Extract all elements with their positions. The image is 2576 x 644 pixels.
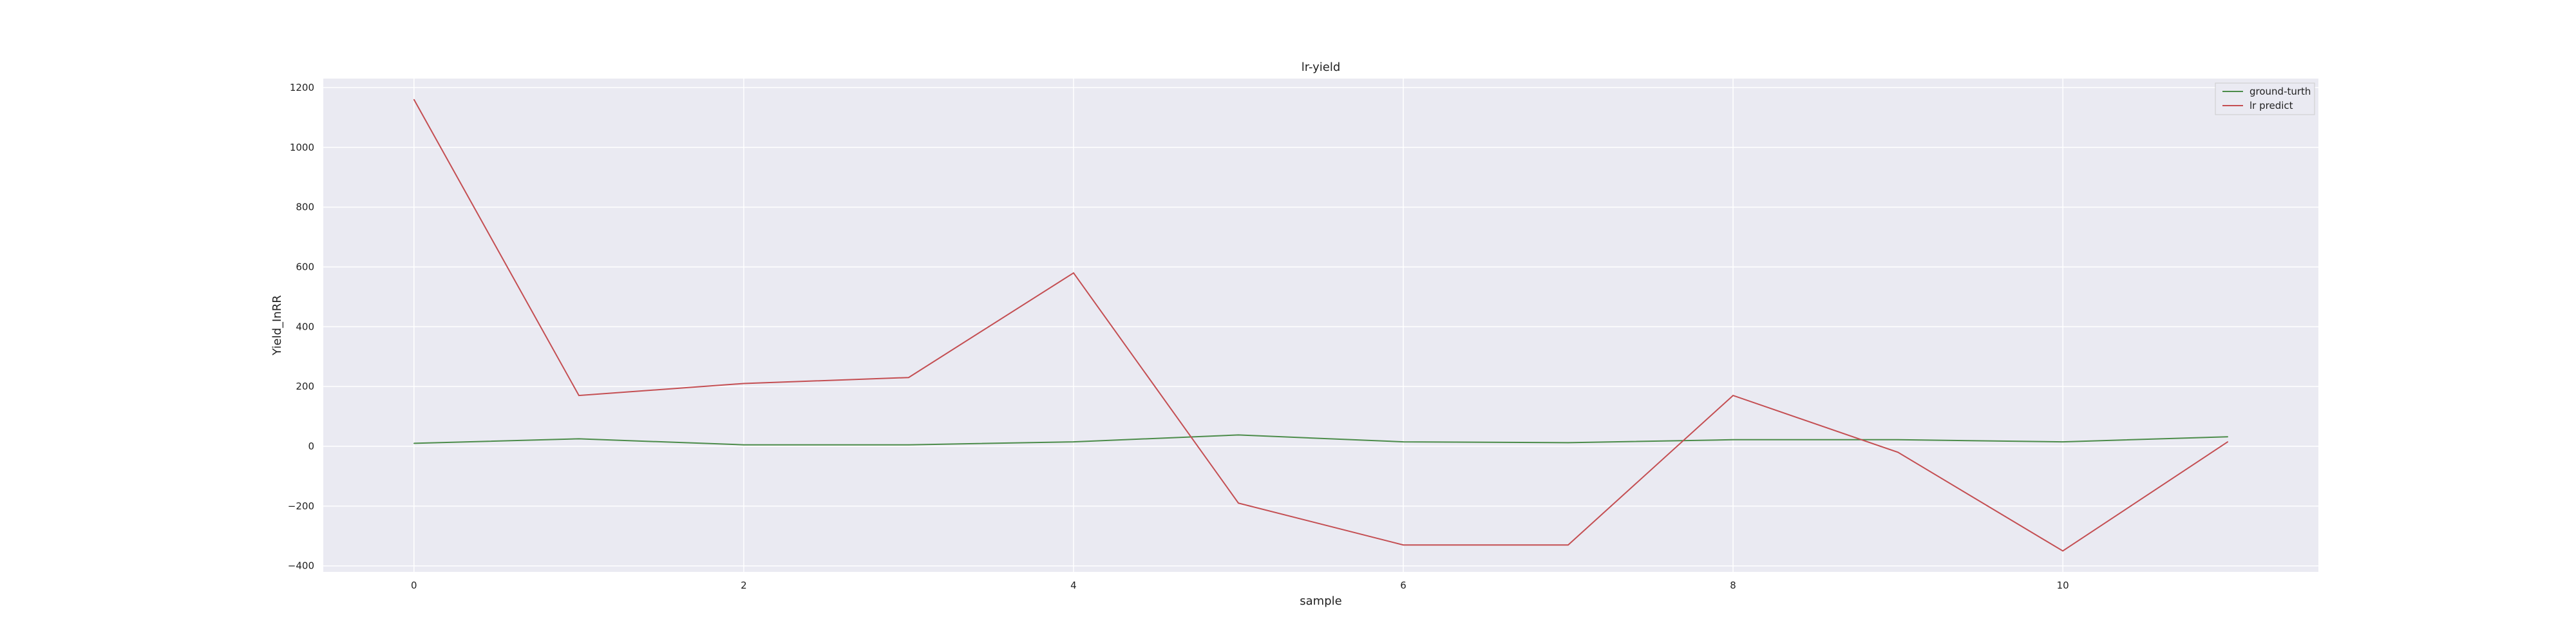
y-tick-label: −400 — [288, 560, 314, 572]
y-tick-label: 200 — [296, 381, 314, 392]
x-tick-label: 10 — [2057, 580, 2069, 591]
data-point-ground-turth — [578, 438, 580, 440]
data-point-ground-turth — [743, 444, 744, 446]
y-axis-label: Yield_InRR — [270, 295, 284, 356]
data-point-ground-turth — [2062, 441, 2063, 442]
data-point-lr-predict — [413, 99, 415, 100]
y-tick-labels: −400 −200 0 200 400 600 800 1000 1200 — [288, 82, 314, 572]
data-point-lr-predict — [1238, 502, 1239, 504]
grid-lines — [323, 79, 2318, 572]
y-tick-label: 800 — [296, 202, 314, 213]
data-point-lr-predict — [1567, 544, 1569, 545]
y-tick-label: 600 — [296, 261, 314, 272]
data-point-lr-predict — [578, 395, 580, 396]
legend: ground-turth lr predict — [2215, 82, 2315, 115]
data-point-ground-turth — [1897, 439, 1899, 440]
legend-box — [2215, 82, 2315, 115]
x-tick-labels: 0 2 4 6 8 10 — [411, 580, 2069, 591]
data-point-ground-turth — [1732, 439, 1734, 440]
series-line-ground-turth — [413, 434, 2228, 446]
data-point-lr-predict — [1732, 395, 1734, 396]
data-point-ground-turth — [1238, 434, 1239, 436]
y-tick-label: 0 — [308, 440, 314, 452]
y-tick-label: 1000 — [290, 142, 314, 153]
data-point-lr-predict — [743, 383, 744, 384]
data-point-lr-predict — [1403, 544, 1404, 545]
legend-label-ground-turth: ground-turth — [2249, 86, 2311, 97]
data-point-ground-turth — [1567, 442, 1569, 444]
data-point-ground-turth — [1073, 441, 1074, 442]
data-point-lr-predict — [2227, 441, 2228, 442]
legend-label-lr-predict: lr predict — [2249, 100, 2293, 111]
data-point-ground-turth — [2227, 436, 2228, 437]
x-tick-label: 6 — [1400, 580, 1406, 591]
data-point-ground-turth — [908, 444, 909, 446]
data-point-ground-turth — [1403, 441, 1404, 442]
data-point-lr-predict — [908, 377, 909, 378]
y-tick-label: −200 — [288, 500, 314, 512]
plot-area — [323, 79, 2318, 572]
x-tick-label: 0 — [411, 580, 417, 591]
x-tick-label: 4 — [1070, 580, 1077, 591]
x-tick-label: 8 — [1730, 580, 1736, 591]
data-point-lr-predict — [1073, 272, 1074, 274]
x-tick-label: 2 — [741, 580, 747, 591]
data-point-lr-predict — [2062, 550, 2063, 552]
y-tick-label: 400 — [296, 321, 314, 332]
y-tick-label: 1200 — [290, 82, 314, 93]
data-point-ground-turth — [413, 442, 415, 444]
x-axis-label: sample — [1300, 594, 1341, 608]
chart-title: lr-yield — [1302, 61, 1341, 74]
data-point-lr-predict — [1897, 451, 1899, 453]
series-lines — [413, 99, 2228, 552]
series-line-lr-predict — [413, 99, 2228, 552]
